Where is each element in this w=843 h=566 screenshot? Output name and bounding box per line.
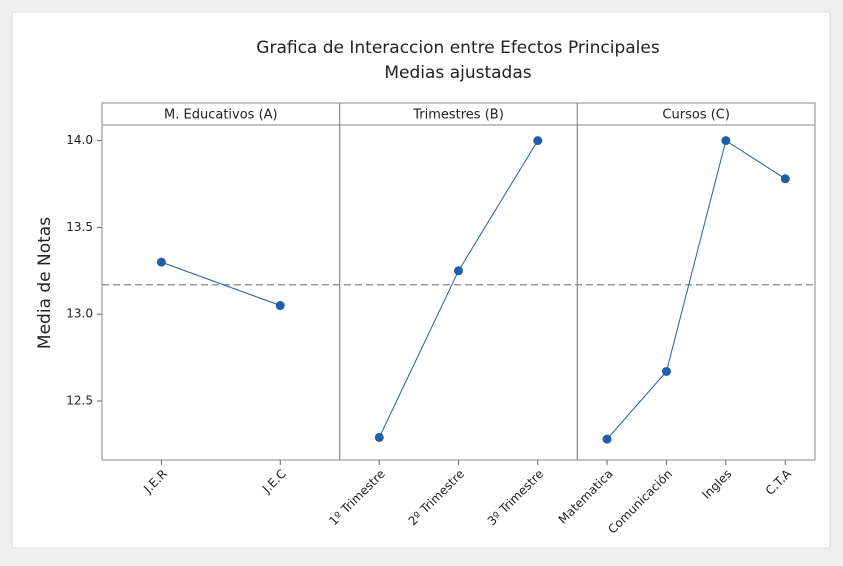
series-line (161, 261, 281, 306)
chart-subtitle: Medias ajustadas (384, 63, 531, 83)
y-tick-label: 13.0 (66, 307, 93, 321)
panel-title: Trimestres (B) (412, 108, 504, 123)
data-point (156, 257, 166, 267)
y-tick-label: 12.5 (66, 393, 93, 407)
chart-title: Grafica de Interaccion entre Efectos Pri… (256, 38, 660, 58)
panel-title: Cursos (C) (662, 108, 730, 123)
series-line (606, 139, 786, 440)
y-tick-label: 13.5 (66, 220, 93, 234)
panel-title: M. Educativos (A) (164, 108, 278, 123)
data-point (275, 301, 285, 311)
data-point (780, 174, 790, 184)
data-point (374, 432, 384, 442)
data-point (602, 434, 612, 444)
data-point (661, 366, 671, 376)
figure-background (11, 11, 831, 549)
data-point (721, 136, 731, 146)
data-point (533, 136, 543, 146)
y-axis-label: Media de Notas (35, 217, 55, 349)
y-tick-label: 14.0 (66, 133, 93, 147)
panel-frame (576, 124, 816, 461)
data-point (454, 266, 463, 276)
